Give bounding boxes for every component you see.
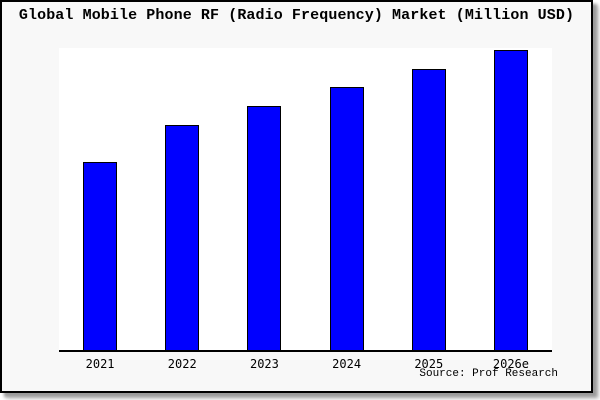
x-tick-label-2026e: 2026e: [492, 357, 529, 371]
bar-slot: [306, 48, 388, 350]
x-tick-label-2023: 2023: [249, 357, 279, 371]
x-tick-label-2022: 2022: [167, 357, 197, 371]
source-note: Source: Prof Research: [419, 368, 558, 380]
x-tick-label-2025: 2025: [414, 357, 444, 371]
bar-slot: [223, 48, 305, 350]
bar-slot: [141, 48, 223, 350]
bar-2022: [165, 125, 200, 350]
bar-2023: [247, 106, 282, 350]
plot-area: [59, 48, 552, 352]
bar-slot: [388, 48, 470, 350]
bar-slot: [59, 48, 141, 350]
bar-2026e: [493, 50, 528, 350]
bar-2025: [411, 69, 446, 350]
bar-2021: [83, 162, 118, 350]
chart-title: Global Mobile Phone RF (Radio Frequency)…: [18, 7, 575, 24]
bar-2024: [329, 87, 364, 350]
bar-slot: [470, 48, 552, 350]
x-axis-labels: 2021 2022 2023 2024 2025 2026e: [59, 357, 552, 371]
chart-card: Global Mobile Phone RF (Radio Frequency)…: [0, 0, 593, 393]
x-tick-label-2021: 2021: [85, 357, 115, 371]
x-tick-label-2024: 2024: [332, 357, 362, 371]
